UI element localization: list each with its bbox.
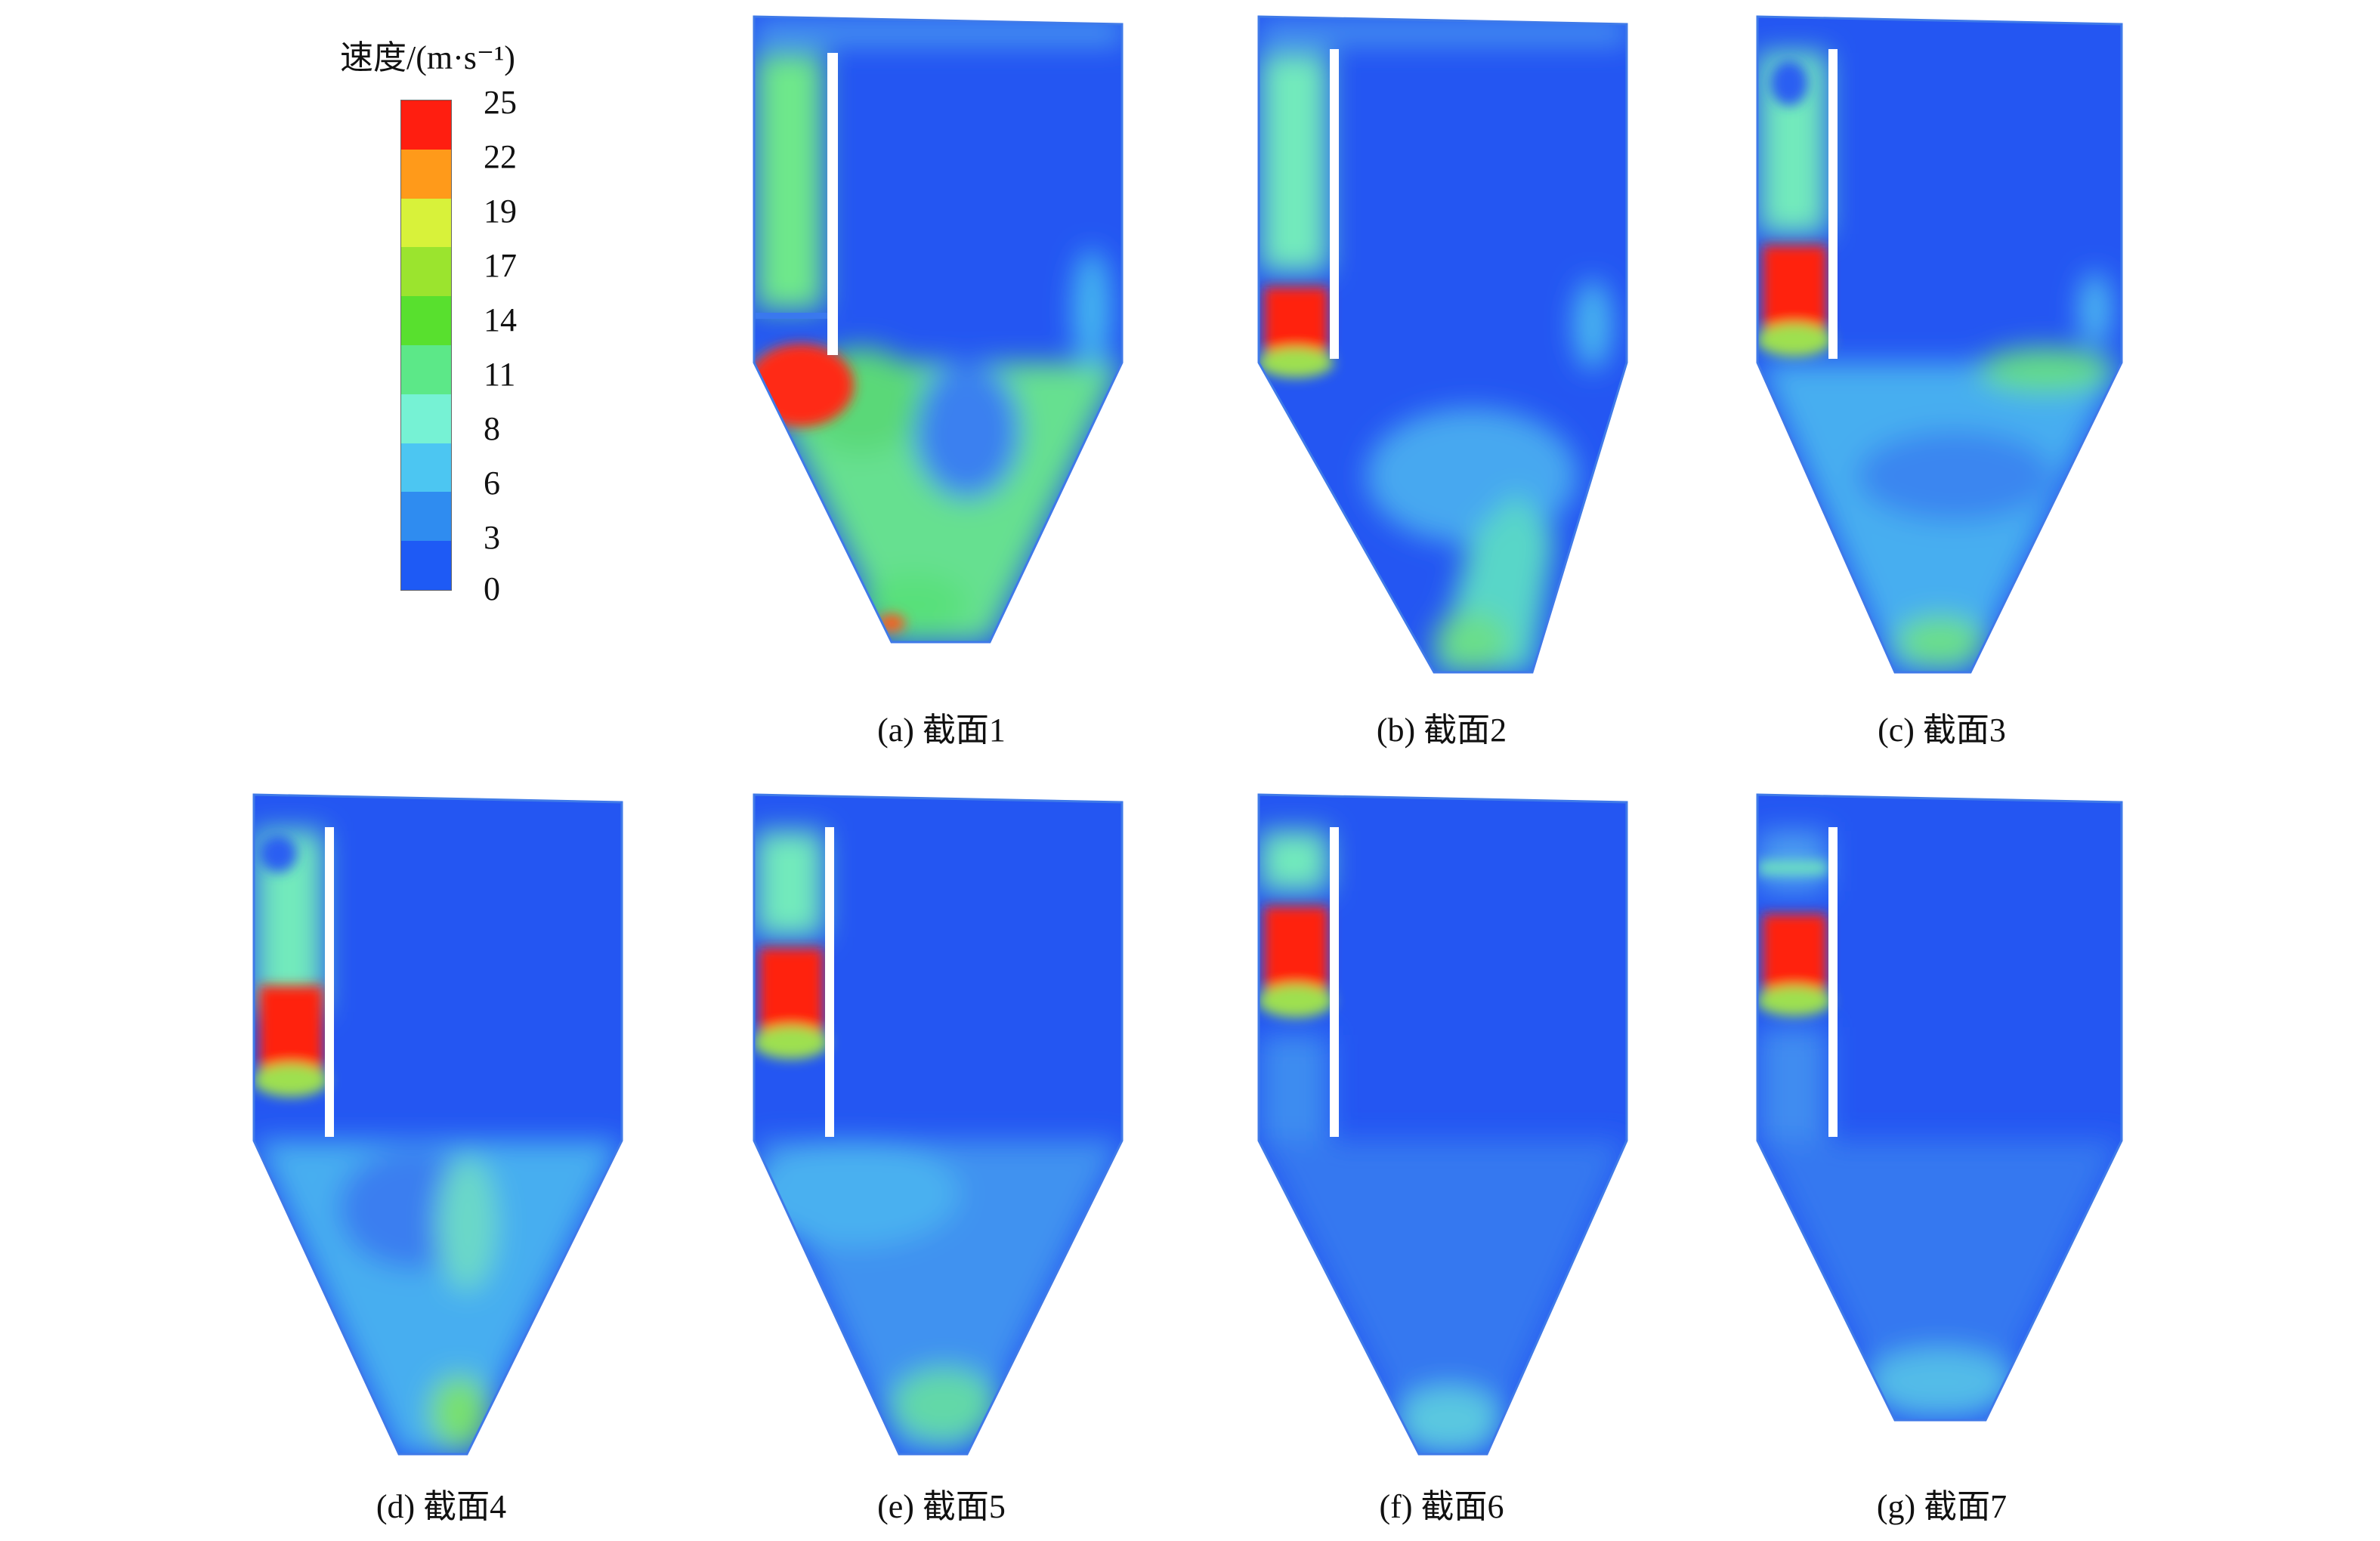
caption-section-1: (a) 截面1	[877, 712, 1006, 749]
legend-band-4	[401, 247, 451, 297]
caption-section-7: (g) 截面7	[1876, 1488, 2008, 1525]
legend-tick: 14	[484, 301, 517, 338]
legend-tick: 0	[484, 570, 500, 607]
section-6-panel	[1245, 786, 1714, 1541]
legend-tick: 8	[484, 410, 500, 447]
legend-tick: 3	[484, 519, 500, 556]
legend-band-9	[401, 492, 451, 542]
legend-title: 速度/(m·s⁻¹)	[340, 39, 515, 76]
legend-colorbar	[400, 100, 452, 591]
caption-section-2: (b) 截面2	[1376, 712, 1507, 749]
section-7-panel	[1744, 786, 2212, 1541]
velocity-legend: 速度/(m·s⁻¹) 25 22 19 17 14 11 8 6 3 0	[325, 30, 597, 619]
section-2-panel	[1245, 8, 1714, 763]
caption-section-4: (d) 截面4	[376, 1488, 507, 1525]
legend-tick: 22	[484, 138, 517, 175]
legend-band-5	[401, 296, 451, 345]
legend-tick: 11	[484, 356, 516, 393]
caption-section-3: (c) 截面3	[1878, 712, 2006, 749]
legend-band-10	[401, 541, 451, 590]
legend-band-8	[401, 443, 451, 493]
section-1-panel	[740, 8, 1209, 763]
legend-tick: 25	[484, 84, 517, 121]
legend-band-7	[401, 394, 451, 443]
legend-band-3	[401, 198, 451, 248]
legend-tick: 17	[484, 247, 517, 284]
legend-band-2	[401, 149, 451, 199]
section-5-panel	[740, 786, 1209, 1541]
legend-band-1	[401, 100, 451, 150]
caption-section-5: (e) 截面5	[877, 1488, 1006, 1525]
section-4-panel	[240, 786, 709, 1541]
legend-tick: 6	[484, 465, 500, 502]
section-3-panel	[1744, 8, 2212, 763]
caption-section-6: (f) 截面6	[1379, 1488, 1504, 1525]
legend-band-6	[401, 344, 451, 394]
legend-tick: 19	[484, 193, 517, 230]
